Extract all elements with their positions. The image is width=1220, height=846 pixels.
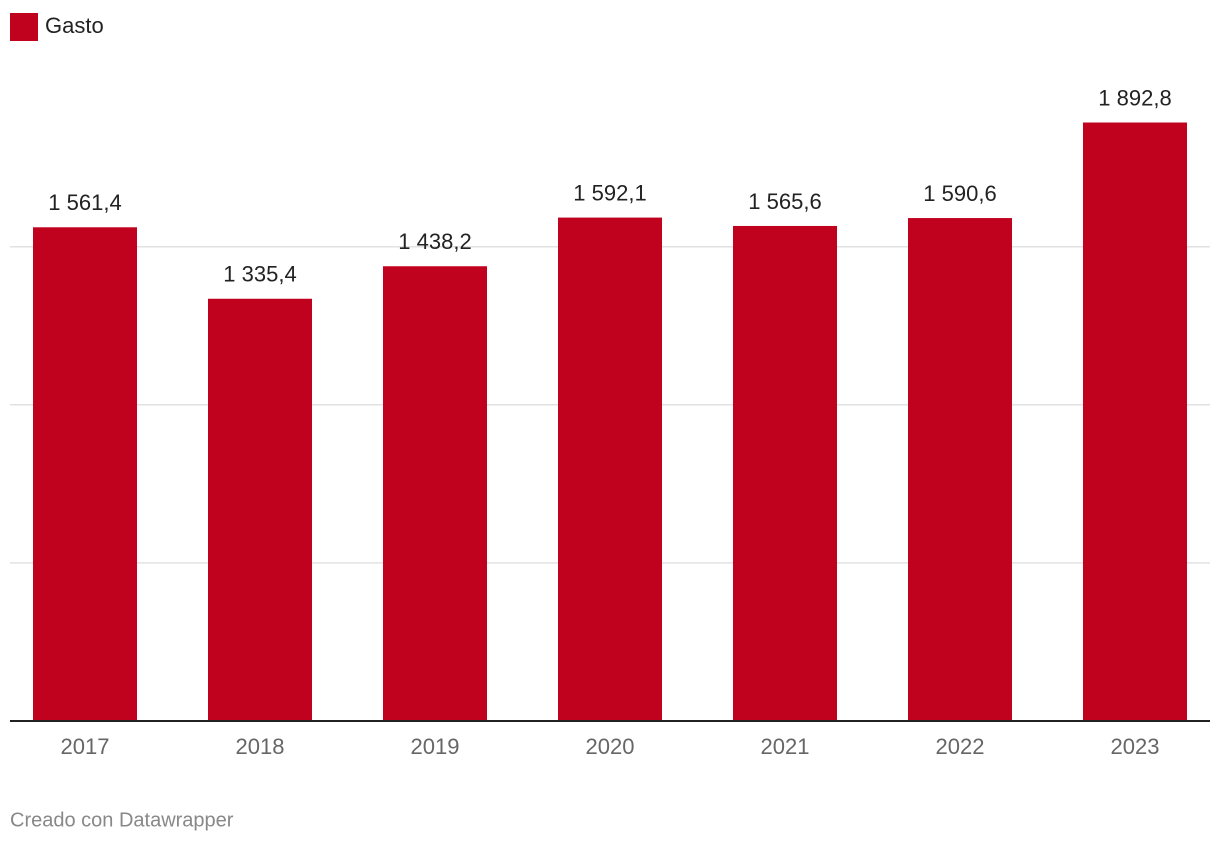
value-label: 1 561,4 [48, 190, 121, 215]
legend-swatch [10, 13, 38, 41]
bar [908, 218, 1012, 721]
bar [33, 227, 137, 721]
value-label: 1 892,8 [1098, 85, 1171, 110]
x-tick-label: 2017 [61, 734, 110, 759]
legend-label: Gasto [45, 13, 104, 38]
x-tick-label: 2020 [586, 734, 635, 759]
bar [383, 266, 487, 721]
x-tick-label: 2023 [1111, 734, 1160, 759]
value-label: 1 590,6 [923, 181, 996, 206]
bar [558, 217, 662, 721]
value-label: 1 592,1 [573, 180, 646, 205]
x-tick-label: 2019 [411, 734, 460, 759]
credit: Creado con Datawrapper [10, 809, 234, 831]
x-tick-label: 2022 [936, 734, 985, 759]
value-label: 1 335,4 [223, 262, 296, 287]
x-tick-label: 2021 [761, 734, 810, 759]
value-label: 1 438,2 [398, 229, 471, 254]
value-label: 1 565,6 [748, 189, 821, 214]
bar [208, 298, 312, 721]
bar [733, 225, 837, 721]
x-tick-label: 2018 [236, 734, 285, 759]
bar [1083, 122, 1187, 721]
